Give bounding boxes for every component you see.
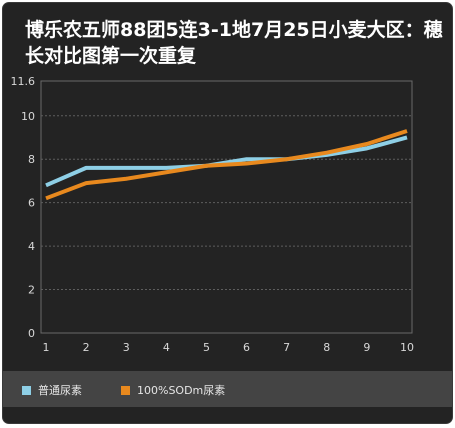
y-tick-label: 2 xyxy=(28,284,35,297)
x-tick-label: 7 xyxy=(283,341,290,354)
grid-layer xyxy=(40,80,413,334)
chart-title: 博乐农五师88团5连3-1地7月25日小麦大区：穗长对比图第一次重复 xyxy=(25,19,443,67)
x-tick-label: 3 xyxy=(123,341,130,354)
y-tick-label: 11.6 xyxy=(11,75,36,88)
legend-item-series-2[interactable]: 100%SODm尿素 xyxy=(121,383,225,397)
legend-item-series-1[interactable]: 普通尿素 xyxy=(22,383,82,397)
x-tick-label: 8 xyxy=(323,341,330,354)
legend-label-series-2: 100%SODm尿素 xyxy=(137,384,226,397)
x-tick-label: 4 xyxy=(163,341,170,354)
y-tick-label: 0 xyxy=(28,327,35,340)
chart-card: 博乐农五师88团5连3-1地7月25日小麦大区：穗长对比图第一次重复 0 2 4 6 8… xyxy=(2,2,453,424)
x-tick-label: 9 xyxy=(363,341,370,354)
series-line-1[interactable] xyxy=(45,135,408,188)
x-tick-label: 10 xyxy=(400,341,414,354)
y-tick-label: 8 xyxy=(28,153,35,166)
x-tick-label: 5 xyxy=(203,341,210,354)
y-tick-label: 10 xyxy=(21,110,35,123)
plot-area: 0 2 4 6 8 10 11.6 1 2 3 4 5 6 7 8 9 10 xyxy=(11,75,415,354)
series-line-2[interactable] xyxy=(45,129,408,201)
x-tick-label: 2 xyxy=(83,341,90,354)
x-tick-label: 1 xyxy=(43,341,50,354)
legend-swatch-series-2 xyxy=(121,385,130,395)
legend-label-series-1: 普通尿素 xyxy=(38,384,82,397)
x-tick-label: 6 xyxy=(243,341,250,354)
axis-layer: 0 2 4 6 8 10 11.6 1 2 3 4 5 6 7 8 9 10 xyxy=(11,75,415,354)
plot-frame xyxy=(40,80,413,334)
series-layer xyxy=(45,129,408,201)
legend-swatch-series-1 xyxy=(22,385,31,395)
legend: 普通尿素 100%SODm尿素 xyxy=(3,371,452,407)
y-tick-label: 6 xyxy=(28,197,35,210)
y-tick-label: 4 xyxy=(28,240,35,253)
